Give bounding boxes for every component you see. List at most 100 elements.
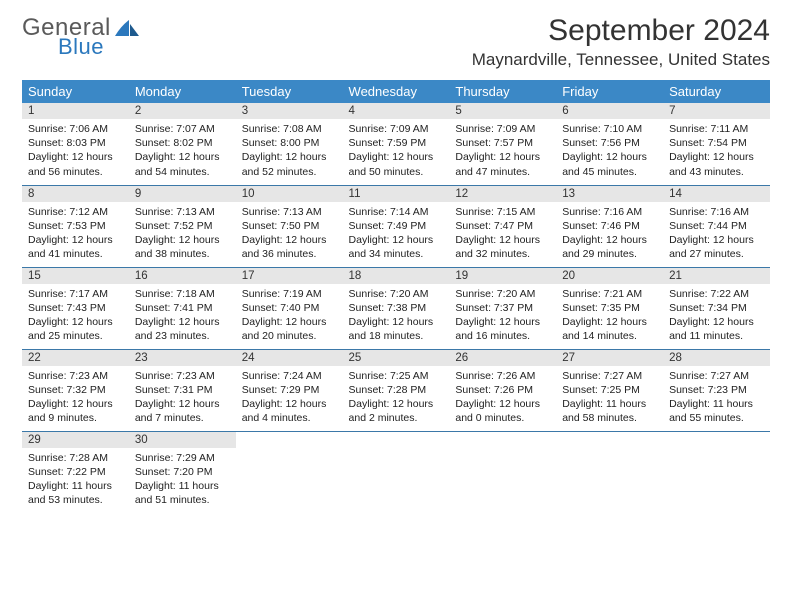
title-block: September 2024 Maynardville, Tennessee, … xyxy=(472,14,770,70)
day-line: Sunset: 7:29 PM xyxy=(242,383,337,397)
day-number: 8 xyxy=(22,186,129,202)
weekday-header: Thursday xyxy=(449,80,556,103)
calendar-cell: 30Sunrise: 7:29 AMSunset: 7:20 PMDayligh… xyxy=(129,431,236,513)
weekday-header: Monday xyxy=(129,80,236,103)
day-line: Sunset: 7:44 PM xyxy=(669,219,764,233)
day-number: 18 xyxy=(343,268,450,284)
day-line: Daylight: 12 hours xyxy=(562,315,657,329)
weekday-header: Wednesday xyxy=(343,80,450,103)
day-line: Sunrise: 7:29 AM xyxy=(135,451,230,465)
calendar-cell: 16Sunrise: 7:18 AMSunset: 7:41 PMDayligh… xyxy=(129,267,236,349)
day-line: Sunset: 7:23 PM xyxy=(669,383,764,397)
day-details: Sunrise: 7:19 AMSunset: 7:40 PMDaylight:… xyxy=(236,284,343,348)
day-line: and 29 minutes. xyxy=(562,247,657,261)
day-details: Sunrise: 7:08 AMSunset: 8:00 PMDaylight:… xyxy=(236,119,343,183)
day-line: Sunrise: 7:14 AM xyxy=(349,205,444,219)
calendar-cell: 6Sunrise: 7:10 AMSunset: 7:56 PMDaylight… xyxy=(556,103,663,185)
day-line: Daylight: 12 hours xyxy=(242,315,337,329)
day-details: Sunrise: 7:09 AMSunset: 7:59 PMDaylight:… xyxy=(343,119,450,183)
day-line: Daylight: 12 hours xyxy=(28,150,123,164)
calendar-cell: 21Sunrise: 7:22 AMSunset: 7:34 PMDayligh… xyxy=(663,267,770,349)
day-number: 16 xyxy=(129,268,236,284)
day-line: and 23 minutes. xyxy=(135,329,230,343)
day-number: 24 xyxy=(236,350,343,366)
day-number: 22 xyxy=(22,350,129,366)
day-number: 14 xyxy=(663,186,770,202)
day-line: and 50 minutes. xyxy=(349,165,444,179)
weekday-header: Sunday xyxy=(22,80,129,103)
calendar-cell xyxy=(343,431,450,513)
day-line: Sunrise: 7:20 AM xyxy=(349,287,444,301)
day-details: Sunrise: 7:27 AMSunset: 7:23 PMDaylight:… xyxy=(663,366,770,430)
day-line: Sunrise: 7:23 AM xyxy=(135,369,230,383)
day-line: and 34 minutes. xyxy=(349,247,444,261)
day-line: Sunrise: 7:20 AM xyxy=(455,287,550,301)
day-line: Sunset: 7:52 PM xyxy=(135,219,230,233)
day-line: and 45 minutes. xyxy=(562,165,657,179)
calendar-cell: 14Sunrise: 7:16 AMSunset: 7:44 PMDayligh… xyxy=(663,185,770,267)
day-number: 17 xyxy=(236,268,343,284)
day-line: Daylight: 12 hours xyxy=(135,397,230,411)
day-line: and 2 minutes. xyxy=(349,411,444,425)
day-line: and 38 minutes. xyxy=(135,247,230,261)
day-details: Sunrise: 7:20 AMSunset: 7:37 PMDaylight:… xyxy=(449,284,556,348)
calendar-cell: 24Sunrise: 7:24 AMSunset: 7:29 PMDayligh… xyxy=(236,349,343,431)
day-details: Sunrise: 7:12 AMSunset: 7:53 PMDaylight:… xyxy=(22,202,129,266)
day-line: Sunset: 7:26 PM xyxy=(455,383,550,397)
day-line: Sunset: 7:57 PM xyxy=(455,136,550,150)
calendar-cell: 15Sunrise: 7:17 AMSunset: 7:43 PMDayligh… xyxy=(22,267,129,349)
day-line: Sunset: 7:22 PM xyxy=(28,465,123,479)
day-line: Sunset: 7:56 PM xyxy=(562,136,657,150)
day-line: Sunrise: 7:26 AM xyxy=(455,369,550,383)
day-line: and 14 minutes. xyxy=(562,329,657,343)
day-number: 28 xyxy=(663,350,770,366)
day-number: 4 xyxy=(343,103,450,119)
day-line: and 51 minutes. xyxy=(135,493,230,507)
day-line: Sunset: 7:53 PM xyxy=(28,219,123,233)
day-details: Sunrise: 7:22 AMSunset: 7:34 PMDaylight:… xyxy=(663,284,770,348)
day-line: Sunrise: 7:19 AM xyxy=(242,287,337,301)
day-line: Sunset: 7:31 PM xyxy=(135,383,230,397)
day-line: and 58 minutes. xyxy=(562,411,657,425)
day-details: Sunrise: 7:27 AMSunset: 7:25 PMDaylight:… xyxy=(556,366,663,430)
day-line: Daylight: 12 hours xyxy=(135,150,230,164)
day-number: 1 xyxy=(22,103,129,119)
day-line: Daylight: 12 hours xyxy=(349,397,444,411)
day-line: Sunset: 7:35 PM xyxy=(562,301,657,315)
month-title: September 2024 xyxy=(472,14,770,48)
day-details: Sunrise: 7:26 AMSunset: 7:26 PMDaylight:… xyxy=(449,366,556,430)
calendar-cell: 27Sunrise: 7:27 AMSunset: 7:25 PMDayligh… xyxy=(556,349,663,431)
day-line: Sunrise: 7:08 AM xyxy=(242,122,337,136)
day-line: Sunrise: 7:23 AM xyxy=(28,369,123,383)
day-details: Sunrise: 7:06 AMSunset: 8:03 PMDaylight:… xyxy=(22,119,129,183)
calendar-cell: 1Sunrise: 7:06 AMSunset: 8:03 PMDaylight… xyxy=(22,103,129,185)
calendar-cell xyxy=(449,431,556,513)
day-line: Sunset: 7:28 PM xyxy=(349,383,444,397)
day-line: Sunrise: 7:12 AM xyxy=(28,205,123,219)
day-line: Sunset: 7:54 PM xyxy=(669,136,764,150)
day-line: Daylight: 11 hours xyxy=(28,479,123,493)
day-line: and 0 minutes. xyxy=(455,411,550,425)
calendar-cell: 28Sunrise: 7:27 AMSunset: 7:23 PMDayligh… xyxy=(663,349,770,431)
day-details: Sunrise: 7:24 AMSunset: 7:29 PMDaylight:… xyxy=(236,366,343,430)
day-line: Sunset: 7:38 PM xyxy=(349,301,444,315)
day-line: Sunset: 8:02 PM xyxy=(135,136,230,150)
day-number: 23 xyxy=(129,350,236,366)
day-line: Sunset: 7:37 PM xyxy=(455,301,550,315)
day-number: 19 xyxy=(449,268,556,284)
day-line: Sunrise: 7:25 AM xyxy=(349,369,444,383)
day-line: Daylight: 12 hours xyxy=(455,150,550,164)
day-line: Sunset: 7:43 PM xyxy=(28,301,123,315)
day-number: 6 xyxy=(556,103,663,119)
day-line: Daylight: 12 hours xyxy=(135,233,230,247)
day-line: Daylight: 12 hours xyxy=(455,315,550,329)
calendar-cell: 12Sunrise: 7:15 AMSunset: 7:47 PMDayligh… xyxy=(449,185,556,267)
day-number: 15 xyxy=(22,268,129,284)
day-line: Daylight: 11 hours xyxy=(669,397,764,411)
day-line: Daylight: 12 hours xyxy=(669,150,764,164)
day-line: and 11 minutes. xyxy=(669,329,764,343)
day-line: Daylight: 12 hours xyxy=(242,150,337,164)
logo-blue-text: Blue xyxy=(58,34,104,60)
day-line: Sunrise: 7:10 AM xyxy=(562,122,657,136)
day-line: Sunrise: 7:09 AM xyxy=(349,122,444,136)
